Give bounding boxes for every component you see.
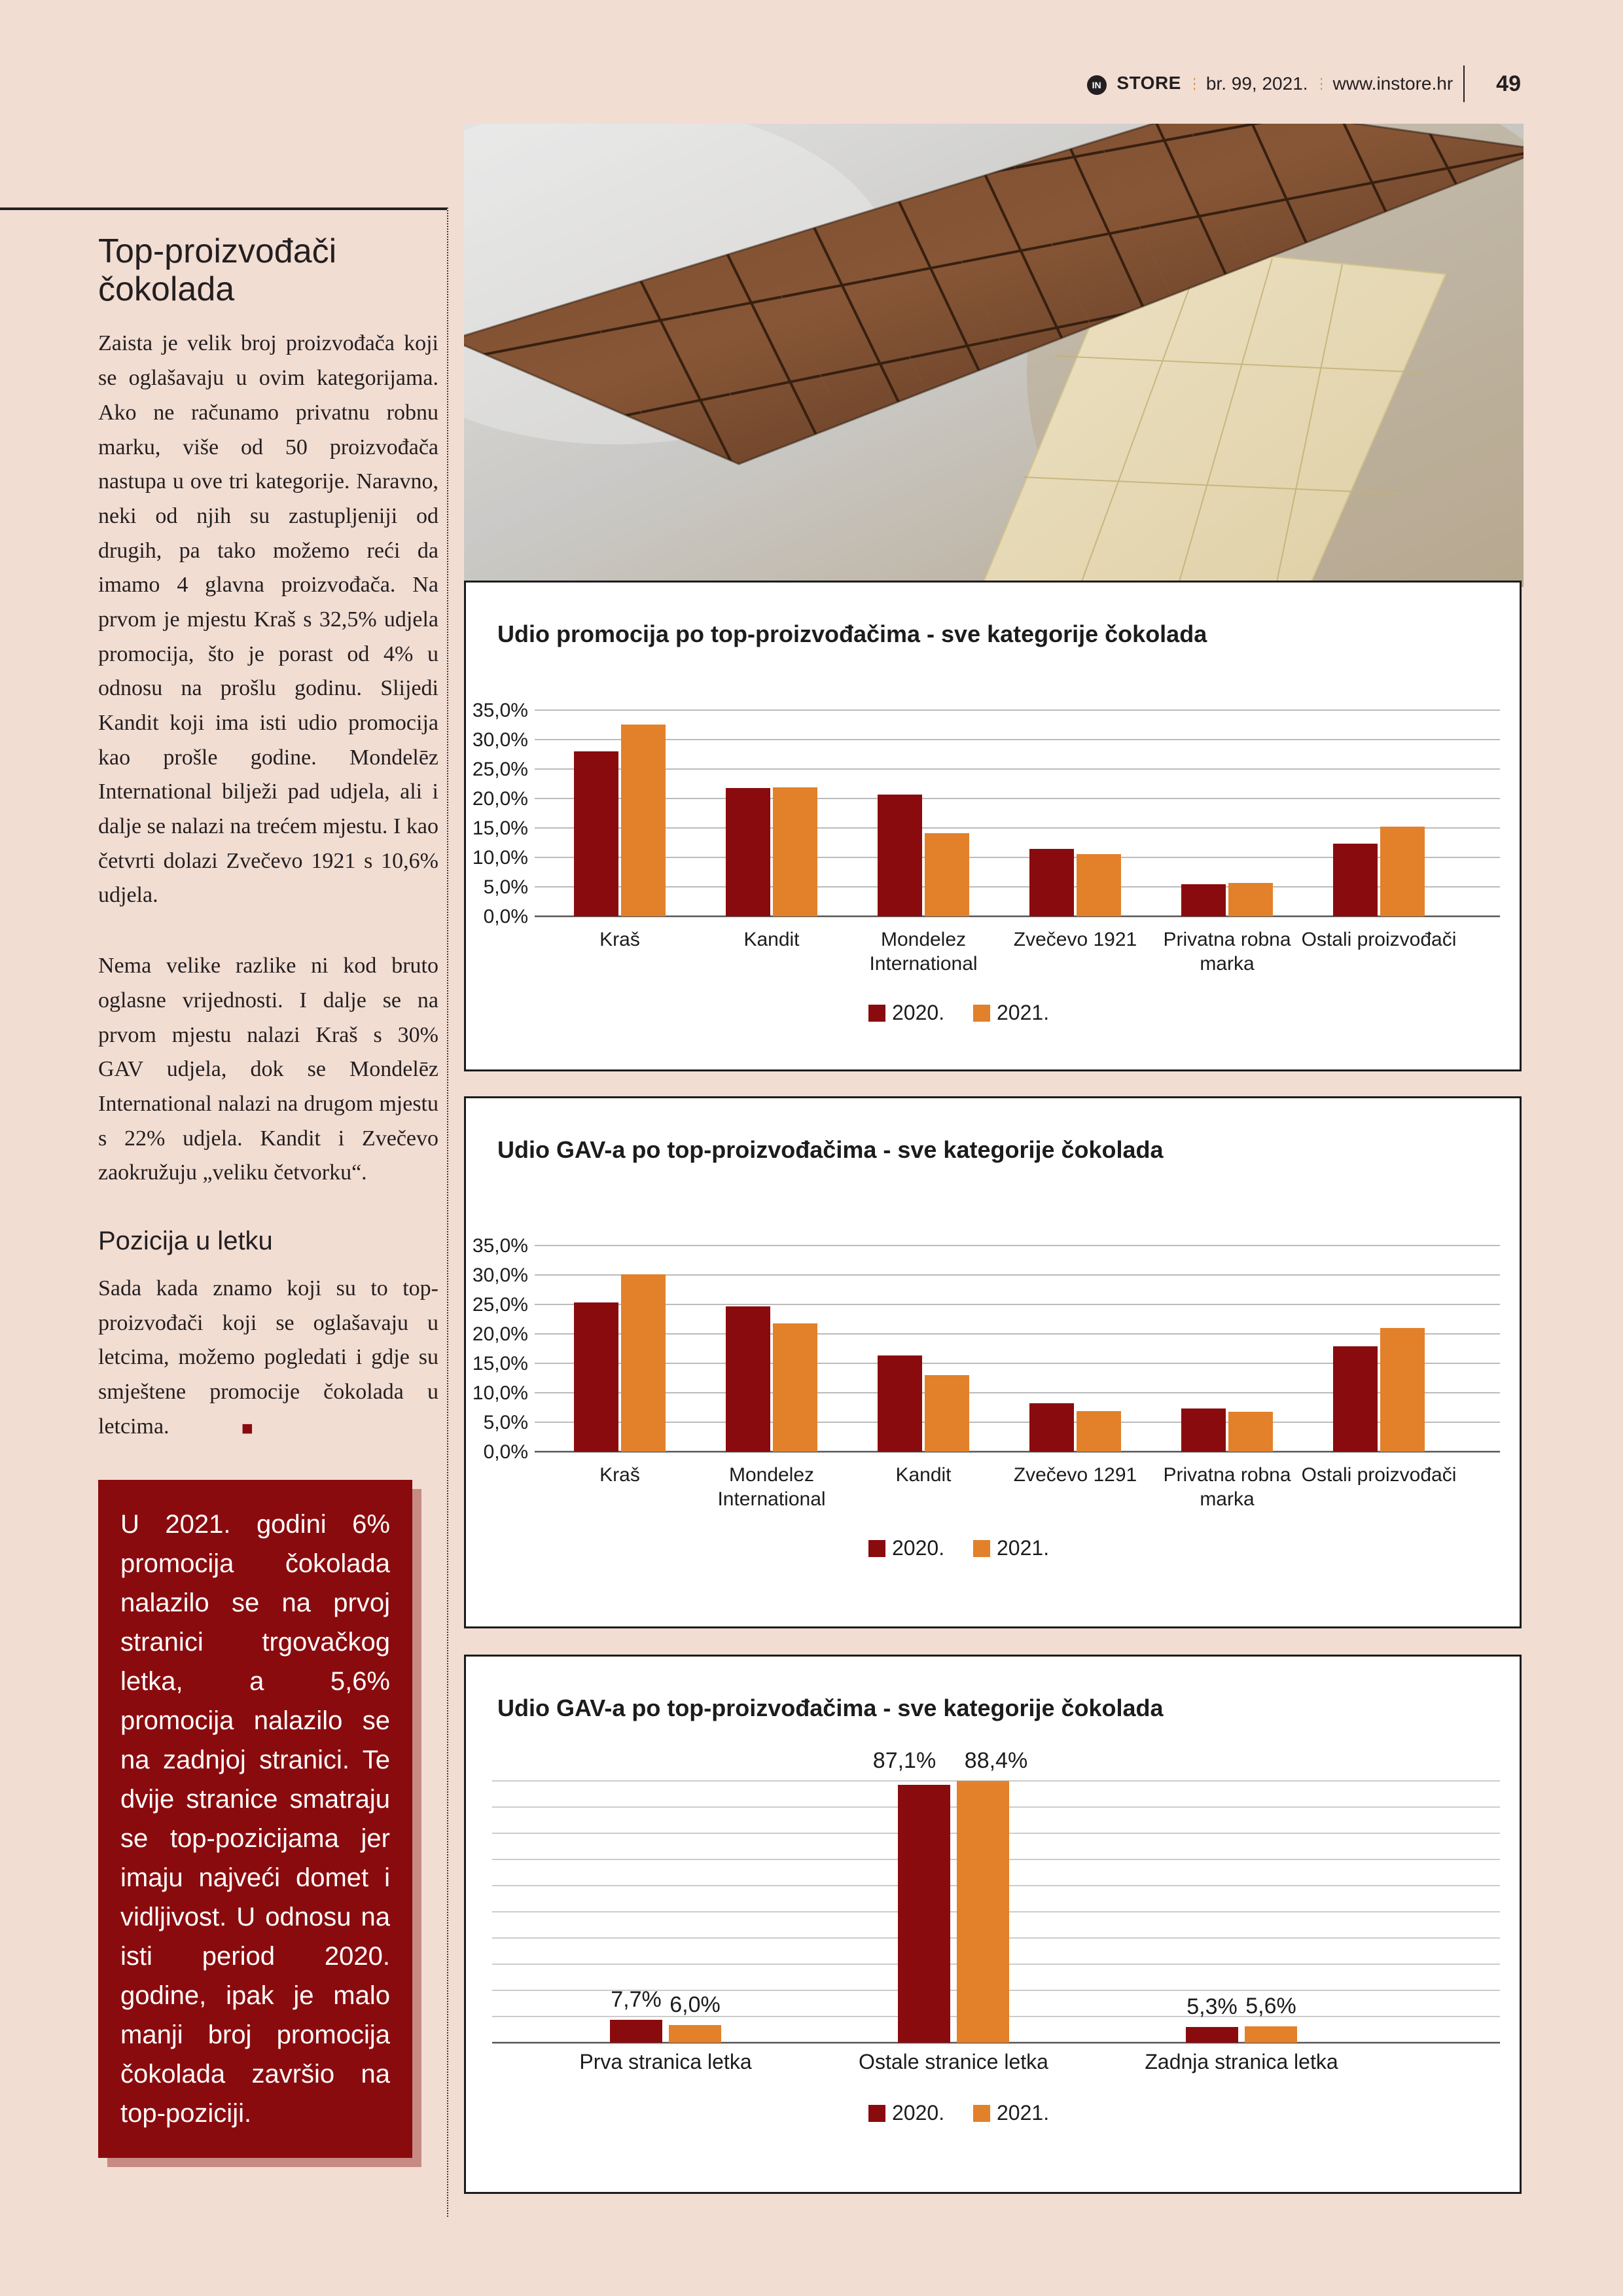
svg-text:Ostale stranice letka: Ostale stranice letka <box>859 2050 1048 2073</box>
svg-text:0,0%: 0,0% <box>484 1441 528 1463</box>
svg-text:Kraš: Kraš <box>599 929 640 950</box>
svg-text:20,0%: 20,0% <box>473 788 528 810</box>
svg-text:5,0%: 5,0% <box>484 1412 528 1433</box>
svg-text:35,0%: 35,0% <box>473 700 528 721</box>
svg-text:2020.: 2020. <box>892 2101 944 2125</box>
svg-text:Ostali proizvođači: Ostali proizvođači <box>1302 929 1457 950</box>
svg-text:Mondelez: Mondelez <box>729 1464 814 1486</box>
svg-text:2020.: 2020. <box>892 1536 944 1560</box>
svg-text:marka: marka <box>1200 953 1255 975</box>
svg-text:30,0%: 30,0% <box>473 729 528 751</box>
svg-text:25,0%: 25,0% <box>473 1294 528 1316</box>
svg-text:0,0%: 0,0% <box>484 906 528 927</box>
svg-text:2020.: 2020. <box>892 1001 944 1024</box>
svg-text:Zadnja stranica letka: Zadnja stranica letka <box>1145 2050 1338 2073</box>
svg-text:Prva stranica letka: Prva stranica letka <box>579 2050 751 2073</box>
svg-text:15,0%: 15,0% <box>473 1353 528 1374</box>
svg-text:Privatna robna: Privatna robna <box>1163 1464 1291 1486</box>
svg-text:Kraš: Kraš <box>599 1464 640 1486</box>
svg-text:35,0%: 35,0% <box>473 1235 528 1257</box>
svg-text:Mondelez: Mondelez <box>881 929 966 950</box>
svg-text:10,0%: 10,0% <box>473 1382 528 1404</box>
svg-text:25,0%: 25,0% <box>473 759 528 780</box>
svg-text:Zvečevo 1921: Zvečevo 1921 <box>1014 929 1137 950</box>
svg-text:10,0%: 10,0% <box>473 847 528 869</box>
svg-text:International: International <box>717 1488 825 1510</box>
svg-text:Privatna robna: Privatna robna <box>1163 929 1291 950</box>
svg-text:5,0%: 5,0% <box>484 876 528 898</box>
svg-text:2021.: 2021. <box>997 2101 1049 2125</box>
svg-text:30,0%: 30,0% <box>473 1265 528 1286</box>
svg-text:87,1%: 87,1% <box>873 1748 936 1773</box>
svg-text:Ostali proizvođači: Ostali proizvođači <box>1302 1464 1457 1486</box>
svg-text:6,0%: 6,0% <box>669 1992 721 2017</box>
svg-text:Kandit: Kandit <box>895 1464 952 1486</box>
svg-text:Zvečevo 1291: Zvečevo 1291 <box>1014 1464 1137 1486</box>
svg-text:20,0%: 20,0% <box>473 1323 528 1345</box>
svg-text:15,0%: 15,0% <box>473 817 528 839</box>
svg-text:2021.: 2021. <box>997 1001 1049 1024</box>
svg-text:7,7%: 7,7% <box>611 1987 662 2012</box>
svg-text:2021.: 2021. <box>997 1536 1049 1560</box>
svg-text:International: International <box>869 953 977 975</box>
svg-text:5,3%: 5,3% <box>1186 1994 1238 2019</box>
svg-text:88,4%: 88,4% <box>965 1748 1027 1773</box>
svg-text:marka: marka <box>1200 1488 1255 1510</box>
svg-text:5,6%: 5,6% <box>1245 1994 1296 2018</box>
svg-text:Kandit: Kandit <box>743 929 800 950</box>
